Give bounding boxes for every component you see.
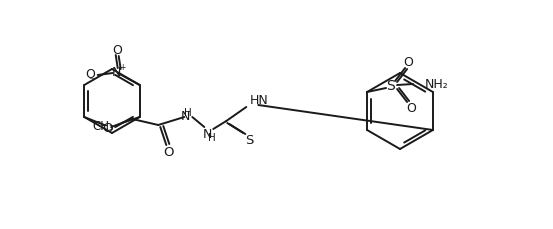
Text: S: S <box>385 79 394 93</box>
Text: CH₃: CH₃ <box>92 119 114 132</box>
Text: H: H <box>208 132 216 142</box>
Text: HN: HN <box>249 94 268 107</box>
Text: O: O <box>406 102 416 115</box>
Text: O: O <box>403 56 413 69</box>
Text: O: O <box>102 122 113 135</box>
Text: O: O <box>112 43 122 56</box>
Text: S: S <box>245 133 253 146</box>
Text: NH₂: NH₂ <box>425 78 449 91</box>
Text: O: O <box>85 67 95 80</box>
Text: N: N <box>202 127 212 140</box>
Text: N: N <box>112 66 122 79</box>
Text: N: N <box>181 110 190 123</box>
Text: +: + <box>119 63 126 72</box>
Text: O: O <box>163 145 174 158</box>
Text: ⁻: ⁻ <box>88 75 95 88</box>
Text: H: H <box>184 108 192 117</box>
